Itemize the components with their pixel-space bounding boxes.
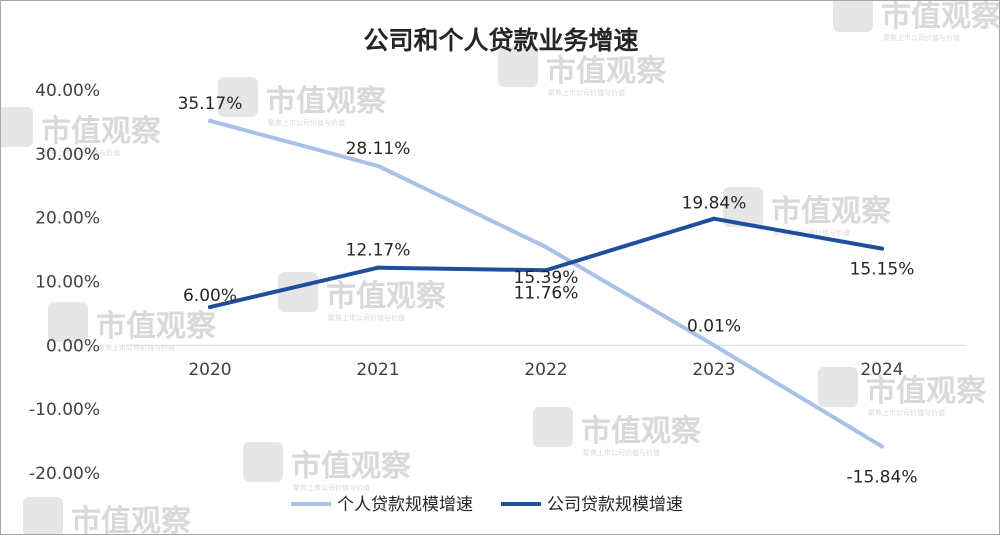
watermark-subtext: 聚焦上市公司价值与价值	[583, 448, 660, 457]
legend: 个人贷款规模增速 公司贷款规模增速	[291, 495, 683, 515]
watermark-text: 市值观察	[96, 309, 217, 344]
y-tick-label: 10.00%	[35, 273, 100, 293]
chart-title: 公司和个人贷款业务增速	[363, 26, 638, 55]
watermark-logo	[833, 1, 873, 32]
data-label: 19.84%	[682, 194, 747, 214]
watermark-subtext: 聚焦上市公司价值与价值	[773, 228, 850, 237]
watermark-logo	[218, 77, 258, 117]
watermark-subtext: 聚焦上市公司价值与价值	[268, 118, 345, 127]
watermark-logo	[278, 272, 318, 312]
watermark-text: 市值观察	[41, 114, 162, 149]
watermark-logo	[723, 187, 763, 227]
watermark-logo	[1, 107, 33, 147]
series-2-point	[376, 265, 380, 270]
series-2-point	[880, 246, 884, 251]
watermark-subtext: 聚焦上市公司价值与价值	[293, 483, 370, 492]
legend-label: 个人贷款规模增速	[337, 495, 473, 515]
watermark-logo	[243, 442, 283, 482]
watermark-text: 市值观察	[71, 504, 192, 534]
data-label: 11.76%	[514, 283, 579, 303]
y-tick-label: 20.00%	[35, 209, 100, 229]
data-label: 15.39%	[514, 268, 579, 288]
watermark-logo	[818, 367, 858, 407]
y-tick-label: 0.00%	[46, 336, 100, 356]
watermark-text: 市值观察	[326, 279, 447, 314]
y-tick-label: -20.00%	[29, 464, 100, 484]
legend-label: 公司贷款规模增速	[547, 495, 683, 515]
data-label: -15.84%	[847, 467, 918, 487]
watermark-text: 市值观察	[866, 374, 987, 409]
watermark-logo	[498, 47, 538, 87]
x-tick-label: 2024	[860, 360, 903, 380]
legend-item: 个人贷款规模增速	[291, 495, 473, 515]
watermark-text: 市值观察	[266, 84, 387, 119]
watermark-text: 市值观察	[291, 449, 412, 484]
data-label: 35.17%	[178, 94, 243, 114]
watermark-logo	[23, 497, 63, 534]
watermark-subtext: 聚焦上市公司价值与价值	[868, 408, 945, 417]
watermark-text: 市值观察	[581, 414, 702, 449]
x-tick-label: 2020	[188, 360, 231, 380]
data-label: 15.15%	[850, 260, 915, 280]
x-tick-label: 2022	[524, 360, 567, 380]
series-1-point	[712, 343, 716, 348]
watermark-logo	[533, 407, 573, 447]
watermark-subtext: 聚焦上市公司价值与价值	[98, 343, 175, 352]
series-1-point	[544, 245, 548, 250]
legend-item: 公司贷款规模增速	[501, 495, 683, 515]
series-2-point	[208, 305, 212, 310]
watermark-text: 市值观察	[771, 194, 892, 229]
series-1-point	[376, 163, 380, 168]
x-tick-label: 2023	[692, 360, 735, 380]
watermark-subtext: 聚焦上市公司价值与价值	[883, 33, 960, 42]
data-labels: 35.17% 28.11% 15.39% 0.01% -15.84% 6.00% 12.17…	[178, 94, 918, 488]
y-tick-label: -10.00%	[29, 400, 100, 420]
x-tick-label: 2021	[356, 360, 399, 380]
y-axis: 40.00% 30.00% 20.00% 10.00% 0.00% -10.00% -20.…	[29, 81, 100, 484]
series-2-point	[712, 216, 716, 221]
y-tick-label: 40.00%	[35, 81, 100, 101]
series-1-point	[880, 444, 884, 449]
watermark-subtext: 聚焦上市公司价值与价值	[328, 313, 405, 322]
series-2-point	[544, 268, 548, 273]
data-label: 28.11%	[346, 139, 411, 159]
series-1-point	[208, 118, 212, 123]
data-label: 0.01%	[687, 316, 741, 336]
watermark-subtext: 聚焦上市公司价值与价值	[43, 148, 120, 157]
watermark-subtext: 聚焦上市公司价值与价值	[548, 88, 625, 97]
watermark-logo	[48, 302, 88, 342]
y-tick-label: 30.00%	[35, 145, 100, 165]
watermark-text: 市值观察	[881, 1, 999, 34]
data-label: 6.00%	[183, 286, 237, 306]
watermark-text: 市值观察	[546, 54, 667, 89]
x-axis: 2020 2021 2022 2023 2024	[126, 344, 966, 380]
data-label: 12.17%	[346, 241, 411, 261]
series-layer	[208, 118, 884, 449]
